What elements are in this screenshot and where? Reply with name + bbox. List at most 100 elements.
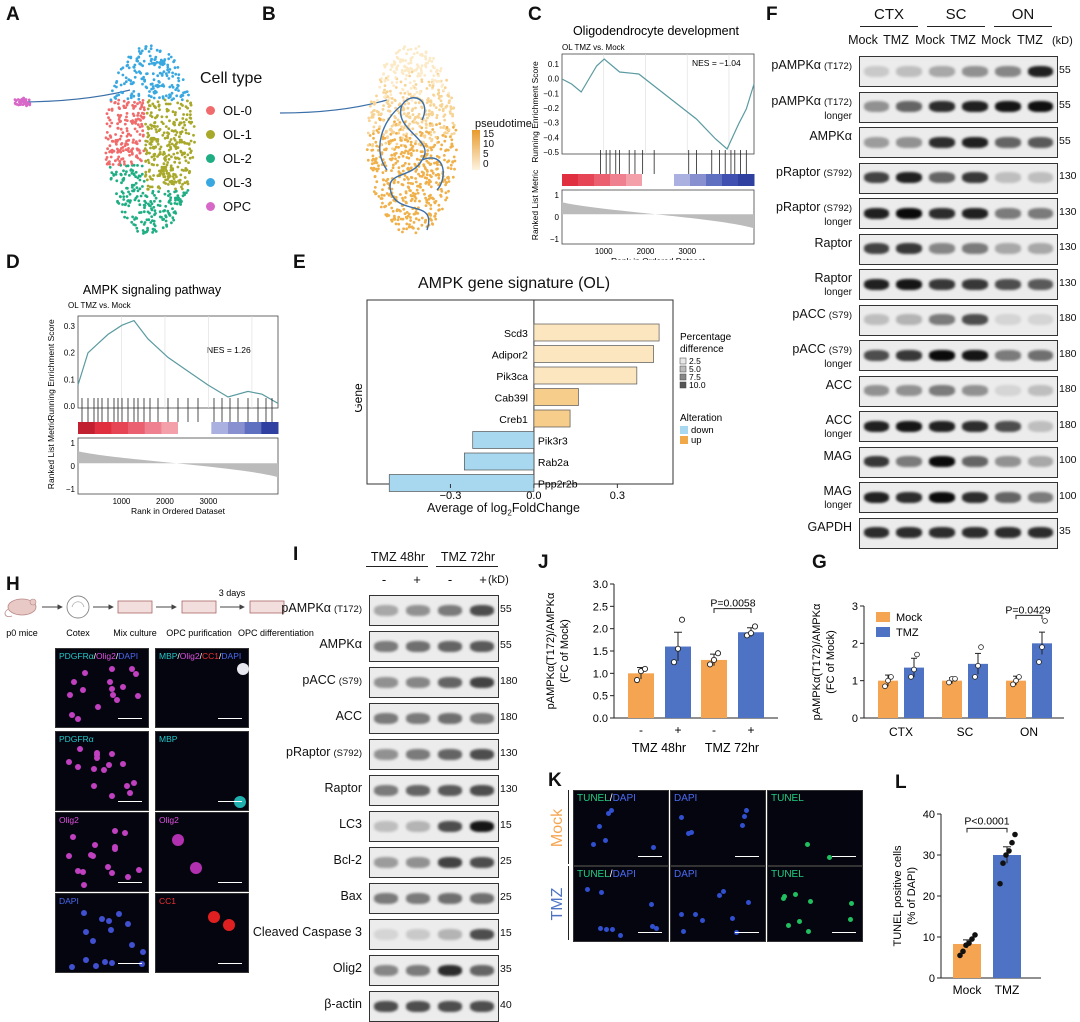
umap-point <box>149 82 153 86</box>
umap-point <box>420 80 424 83</box>
umap-point <box>129 96 133 100</box>
mw-marker: 55 <box>1059 63 1071 76</box>
gsea-oligodendrocyte: Oligodendrocyte development OL TMZ vs. M… <box>530 24 755 260</box>
umap-point <box>125 186 128 190</box>
umap-point <box>158 108 161 112</box>
umap-point <box>431 222 435 226</box>
umap-point <box>117 71 120 75</box>
umap-point <box>375 94 378 98</box>
legend-swatch <box>679 373 687 381</box>
group-label: TMZ 48hr <box>370 550 426 564</box>
svg-text:Cotex: Cotex <box>66 628 90 638</box>
lane-label: + <box>413 572 421 587</box>
umap-point <box>148 62 151 66</box>
umap-point <box>121 66 125 70</box>
mw-marker: 100 <box>1059 489 1077 502</box>
umap-point <box>437 203 441 207</box>
stain-name: CC1 <box>202 651 220 661</box>
ytick: 0.1 <box>64 375 76 384</box>
umap-point <box>177 73 181 76</box>
umap-point <box>394 222 398 226</box>
umap-point <box>166 209 170 213</box>
band <box>405 928 431 940</box>
umap-point <box>161 153 165 156</box>
umap-point <box>174 187 177 191</box>
umap-point <box>151 102 155 106</box>
umap-point <box>366 143 370 147</box>
stain-name: PDGFRα <box>59 734 94 744</box>
umap-point <box>429 193 432 197</box>
gsea-c-title: Oligodendrocyte development <box>573 24 740 38</box>
umap-point <box>169 168 173 172</box>
cell-nucleus <box>804 842 810 848</box>
band <box>437 712 463 724</box>
mw-marker: 15 <box>500 926 512 939</box>
sign-label: - <box>712 723 716 737</box>
stain-label: CC1 <box>159 896 176 906</box>
umap-point <box>448 110 452 113</box>
umap-point <box>439 193 442 197</box>
band <box>994 101 1021 113</box>
umap-point <box>168 143 171 147</box>
umap-point <box>138 149 141 152</box>
umap-point <box>138 139 142 143</box>
stain-name: DAPI <box>118 651 139 661</box>
legend-dot <box>206 153 215 163</box>
data-point <box>1016 674 1022 680</box>
umap-point <box>135 130 139 133</box>
umap-point <box>117 118 121 121</box>
cell-nucleus <box>651 844 657 850</box>
umap-point <box>435 113 439 117</box>
umap-point <box>172 60 176 64</box>
legend-title: Percentage <box>680 332 732 343</box>
protein-name: pRaptor <box>776 164 821 179</box>
umap-point <box>173 66 177 70</box>
cell-nucleus <box>744 808 750 814</box>
protein-name: pAMPKα <box>771 58 822 72</box>
data-point <box>911 666 917 673</box>
cell-type-legend-title: Cell type <box>200 70 263 87</box>
umap-point <box>403 91 407 95</box>
cell-nucleus <box>746 899 752 905</box>
umap-point <box>149 123 153 127</box>
umap-point <box>367 116 371 120</box>
umap-point <box>403 69 407 73</box>
legend-title: Alteration <box>680 413 722 424</box>
umap-point <box>409 175 413 179</box>
umap-point <box>121 203 124 206</box>
umap-point <box>435 123 438 126</box>
umap-point <box>169 55 173 59</box>
umap-point <box>119 173 123 177</box>
umap-point <box>452 106 455 110</box>
umap-point <box>179 173 183 177</box>
umap-point <box>404 149 408 153</box>
umap-point <box>109 177 113 181</box>
umap-point <box>160 165 164 169</box>
umap-point <box>404 200 408 204</box>
ytick: −1 <box>66 485 76 494</box>
umap-point <box>145 152 148 156</box>
umap-point <box>429 162 433 166</box>
umap-point <box>386 136 389 140</box>
umap-point <box>124 172 127 176</box>
enrichment-frame <box>561 53 755 155</box>
site-label: (T172) <box>334 604 362 615</box>
umap-point <box>174 88 178 91</box>
micrograph: Olig2 <box>155 812 249 892</box>
umap-point <box>394 76 398 79</box>
umap-point <box>150 115 154 119</box>
umap-point <box>143 204 147 207</box>
group-underline <box>366 566 428 567</box>
umap-point <box>154 196 158 200</box>
umap-point <box>372 102 376 106</box>
umap-point <box>371 143 375 146</box>
bar <box>993 855 1021 978</box>
umap-point <box>407 212 411 216</box>
legend-dot <box>206 177 215 187</box>
data-point <box>914 651 920 658</box>
pseudotime-colorbar <box>472 130 480 170</box>
umap-point <box>122 169 125 173</box>
umap-point <box>137 47 141 50</box>
umap-point <box>406 106 410 110</box>
band <box>896 101 923 113</box>
